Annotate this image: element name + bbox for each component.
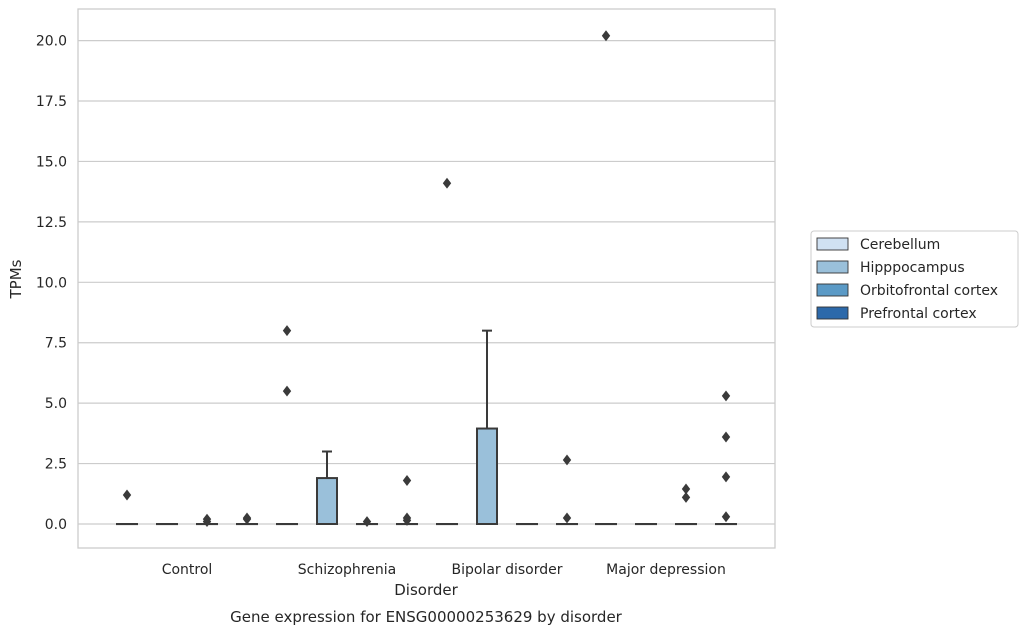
- y-tick-label: 7.5: [45, 336, 67, 352]
- y-tick-label: 17.5: [36, 94, 67, 110]
- legend-swatch: [817, 261, 848, 273]
- y-tick-label: 20.0: [36, 34, 67, 50]
- legend-label: Prefrontal cortex: [860, 306, 977, 322]
- legend-label: Hipppocampus: [860, 260, 965, 276]
- chart-caption: Gene expression for ENSG00000253629 by d…: [230, 608, 623, 626]
- legend-swatch: [817, 284, 848, 296]
- legend-label: Cerebellum: [860, 237, 940, 253]
- y-tick-label: 15.0: [36, 154, 67, 170]
- legend: Cerebellum Hipppocampus Orbitofrontal cort…: [811, 231, 1018, 327]
- y-tick-label: 2.5: [45, 457, 67, 473]
- y-axis-label: TPMs: [7, 259, 25, 299]
- y-tick-label: 10.0: [36, 275, 67, 291]
- legend-swatch: [817, 307, 848, 319]
- box: [317, 478, 337, 524]
- legend-swatch: [817, 238, 848, 250]
- x-tick-label: Schizophrenia: [298, 562, 396, 578]
- legend-label: Orbitofrontal cortex: [860, 283, 998, 299]
- box: [477, 429, 497, 524]
- x-tick-label: Control: [162, 562, 213, 578]
- x-tick-label: Major depression: [606, 562, 726, 578]
- y-tick-label: 0.0: [45, 517, 67, 533]
- x-tick-label: Bipolar disorder: [451, 562, 562, 578]
- y-tick-label: 5.0: [45, 396, 67, 412]
- y-tick-label: 12.5: [36, 215, 67, 231]
- x-axis-label: Disorder: [394, 581, 458, 599]
